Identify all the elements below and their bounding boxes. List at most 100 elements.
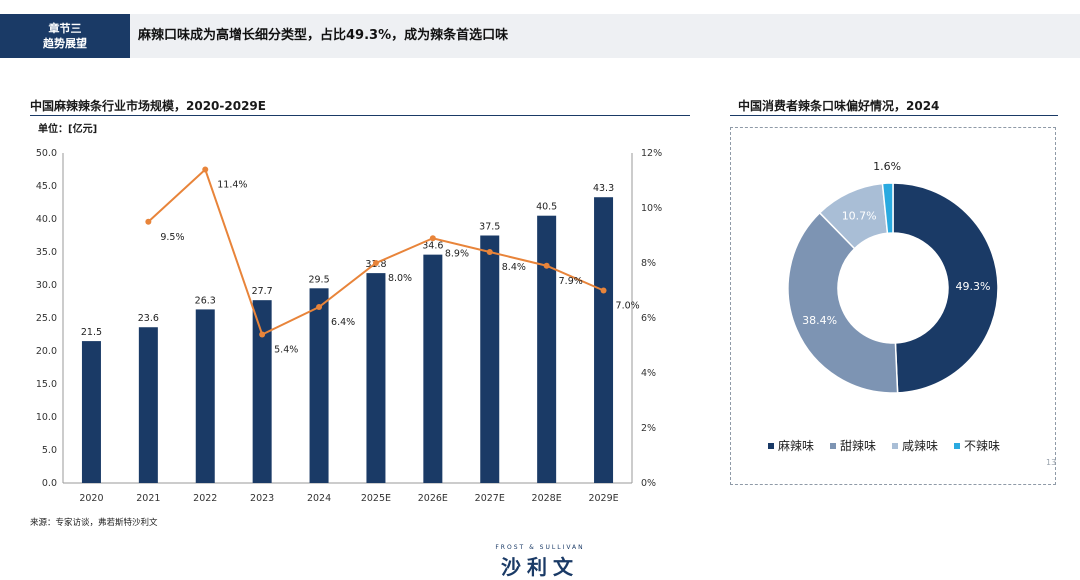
growth-rate-point [372, 260, 379, 266]
y-tick-label: 5.0 [42, 445, 57, 456]
x-tick-label: 2024 [307, 493, 331, 504]
donut-chart-frame [730, 127, 1056, 485]
y2-tick-label: 8% [641, 258, 656, 269]
legend-item: 咸辣味 [892, 437, 938, 454]
growth-rate-label: 8.0% [388, 273, 412, 284]
y-tick-label: 10.0 [36, 412, 57, 423]
donut-slice [892, 182, 999, 394]
growth-rate-point [429, 235, 436, 242]
bar-value-label: 34.6 [422, 241, 443, 252]
growth-rate-point [259, 331, 266, 338]
donut-legend: 麻辣味 甜辣味 咸辣味 不辣味 [768, 437, 1000, 454]
growth-rate-label: 9.5% [160, 232, 184, 243]
y-tick-label: 50.0 [36, 148, 57, 159]
bar [195, 309, 215, 483]
growth-rate-point [316, 304, 323, 310]
brand-logo: 沙利文 [501, 555, 579, 579]
growth-rate-point [145, 218, 152, 225]
bar-chart-title: 中国麻辣辣条行业市场规模，2020-2029E [30, 99, 266, 113]
y-tick-label: 45.0 [36, 181, 57, 192]
y2-tick-label: 2% [641, 423, 656, 434]
bar-value-label: 27.7 [252, 286, 273, 297]
growth-rate-label: 7.0% [616, 301, 640, 312]
donut-slice [787, 211, 899, 394]
flavor-preference-donut: 49.3% 38.4% 10.7% 1.6% [787, 160, 999, 394]
donut-slice-label: 38.4% [802, 314, 837, 327]
growth-rate-point [600, 287, 607, 294]
header-bar [0, 14, 1080, 58]
growth-rate-label: 7.9% [559, 276, 583, 287]
chapter-number: 章节三 [48, 22, 82, 35]
x-tick-label: 2025E [361, 493, 391, 504]
donut-chart-title-rule [730, 115, 1058, 116]
growth-rate-label: 6.4% [331, 317, 355, 328]
donut-slice-label: 1.6% [873, 160, 901, 173]
y-tick-label: 15.0 [36, 379, 57, 390]
legend-swatch [954, 442, 961, 449]
legend-item: 不辣味 [954, 437, 1000, 454]
legend-label: 咸辣味 [902, 439, 939, 453]
y2-tick-label: 0% [641, 478, 656, 489]
bar-value-label: 37.5 [479, 222, 500, 233]
bar [309, 288, 329, 483]
page-number: 13 [1046, 458, 1057, 467]
legend-label: 不辣味 [964, 439, 1001, 453]
bar-value-label: 40.5 [536, 202, 557, 213]
y-tick-label: 30.0 [36, 280, 57, 291]
y-tick-label: 25.0 [36, 313, 57, 324]
bar-value-label: 29.5 [308, 274, 329, 285]
legend-swatch [768, 442, 774, 449]
y2-tick-label: 6% [641, 313, 656, 324]
donut-slice-label: 10.7% [842, 210, 877, 223]
donut-chart-title: 中国消费者辣条口味偏好情况，2024 [738, 99, 940, 113]
x-tick-label: 2026E [418, 493, 448, 504]
bar-value-label: 21.5 [81, 327, 102, 338]
y-tick-label: 20.0 [36, 346, 57, 357]
legend-item: 麻辣味 [768, 437, 814, 454]
donut-slice [881, 182, 894, 235]
legend-swatch [892, 442, 899, 449]
x-tick-label: 2027E [475, 493, 505, 504]
growth-rate-point [543, 262, 550, 269]
brand-logo-tagline: FROST & SULLIVAN [495, 544, 585, 551]
bar [594, 197, 614, 483]
bar [81, 341, 101, 483]
bar [480, 235, 500, 483]
growth-rate-label: 8.4% [502, 262, 526, 273]
source-note: 来源：专家访谈，弗若斯特沙利文 [30, 518, 158, 528]
market-size-chart: 0.0 5.0 10.0 15.0 20.0 25.0 30.0 35.0 40.0 45.0 50… [36, 148, 662, 504]
chapter-badge: 章节三 趋势展望 [0, 14, 130, 58]
y-tick-label: 35.0 [36, 247, 57, 258]
x-tick-label: 2021 [136, 493, 160, 504]
bar [138, 327, 158, 483]
growth-rate-label: 8.9% [445, 248, 469, 259]
legend-swatch [830, 442, 837, 449]
legend-label: 甜辣味 [840, 439, 877, 453]
growth-rate-point [202, 166, 209, 173]
bar-value-label: 26.3 [195, 295, 216, 306]
x-tick-label: 2023 [250, 493, 274, 504]
legend-label: 麻辣味 [778, 439, 815, 453]
y-tick-label: 0.0 [42, 478, 57, 489]
donut-slice-label: 49.3% [956, 280, 991, 293]
growth-rate-label: 5.4% [274, 345, 298, 356]
chapter-name: 趋势展望 [43, 37, 87, 50]
y2-tick-label: 4% [641, 368, 656, 379]
x-tick-label: 2022 [193, 493, 217, 504]
x-tick-label: 2020 [79, 493, 103, 504]
x-tick-label: 2029E [588, 493, 618, 504]
y2-tick-label: 12% [641, 148, 662, 159]
unit-label: 单位：[亿元] [38, 124, 98, 135]
growth-rate-label: 11.4% [217, 180, 247, 191]
bar-value-label: 43.3 [593, 183, 614, 194]
bar-chart-title-rule [30, 115, 690, 116]
bar-value-label: 23.6 [138, 313, 159, 324]
slide-title: 麻辣口味成为高增长细分类型，占比49.3%，成为辣条首选口味 [138, 28, 509, 43]
legend-item: 甜辣味 [830, 437, 876, 454]
bar [366, 273, 386, 483]
y2-tick-label: 10% [641, 203, 662, 214]
bar [252, 300, 272, 483]
bar [423, 254, 443, 483]
x-tick-label: 2028E [532, 493, 562, 504]
bar [537, 215, 557, 483]
